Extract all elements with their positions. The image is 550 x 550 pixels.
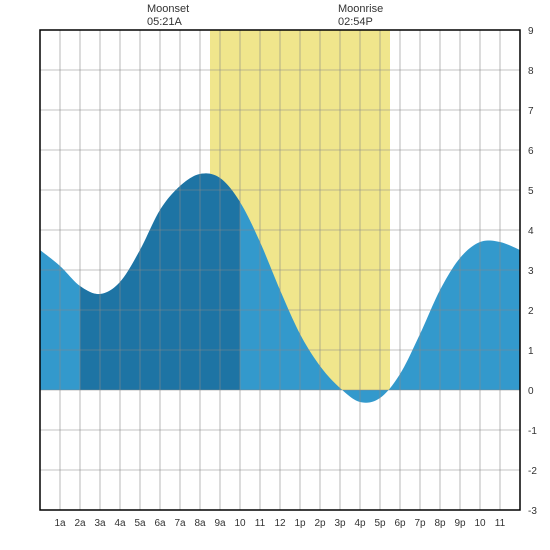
- svg-text:2a: 2a: [74, 518, 86, 529]
- moonrise-label: Moonrise: [338, 3, 383, 15]
- svg-text:7a: 7a: [174, 518, 186, 529]
- svg-text:7p: 7p: [414, 518, 426, 529]
- chart-svg: -3-2-101234567891a2a3a4a5a6a7a8a9a101112…: [0, 0, 550, 550]
- svg-text:1p: 1p: [294, 518, 306, 529]
- svg-text:6a: 6a: [154, 518, 166, 529]
- svg-text:5a: 5a: [134, 518, 146, 529]
- svg-text:4p: 4p: [354, 518, 366, 529]
- svg-text:11: 11: [255, 518, 266, 529]
- svg-text:3: 3: [528, 266, 534, 277]
- svg-text:8p: 8p: [434, 518, 446, 529]
- tide-chart: -3-2-101234567891a2a3a4a5a6a7a8a9a101112…: [0, 0, 550, 550]
- svg-text:12: 12: [274, 518, 286, 529]
- moonset-time: 05:21A: [147, 16, 183, 28]
- svg-text:4a: 4a: [114, 518, 126, 529]
- svg-text:0: 0: [528, 386, 534, 397]
- svg-text:1: 1: [528, 346, 534, 357]
- svg-text:-1: -1: [528, 426, 537, 437]
- svg-text:2p: 2p: [314, 518, 326, 529]
- svg-text:5p: 5p: [374, 518, 386, 529]
- svg-text:-2: -2: [528, 466, 537, 477]
- svg-text:2: 2: [528, 306, 534, 317]
- svg-text:6p: 6p: [394, 518, 406, 529]
- svg-text:3p: 3p: [334, 518, 346, 529]
- svg-text:10: 10: [474, 518, 486, 529]
- svg-text:4: 4: [528, 226, 534, 237]
- svg-text:-3: -3: [528, 506, 537, 517]
- svg-text:9a: 9a: [214, 518, 226, 529]
- svg-text:7: 7: [528, 106, 534, 117]
- moonrise-time: 02:54P: [338, 16, 373, 28]
- svg-text:3a: 3a: [94, 518, 106, 529]
- svg-text:8: 8: [528, 66, 534, 77]
- svg-text:10: 10: [234, 518, 246, 529]
- svg-text:1a: 1a: [54, 518, 66, 529]
- moonset-label: Moonset: [147, 3, 189, 15]
- svg-text:5: 5: [528, 186, 534, 197]
- svg-text:8a: 8a: [194, 518, 206, 529]
- svg-text:9p: 9p: [454, 518, 466, 529]
- svg-text:6: 6: [528, 146, 534, 157]
- svg-text:11: 11: [495, 518, 506, 529]
- svg-text:9: 9: [528, 26, 534, 37]
